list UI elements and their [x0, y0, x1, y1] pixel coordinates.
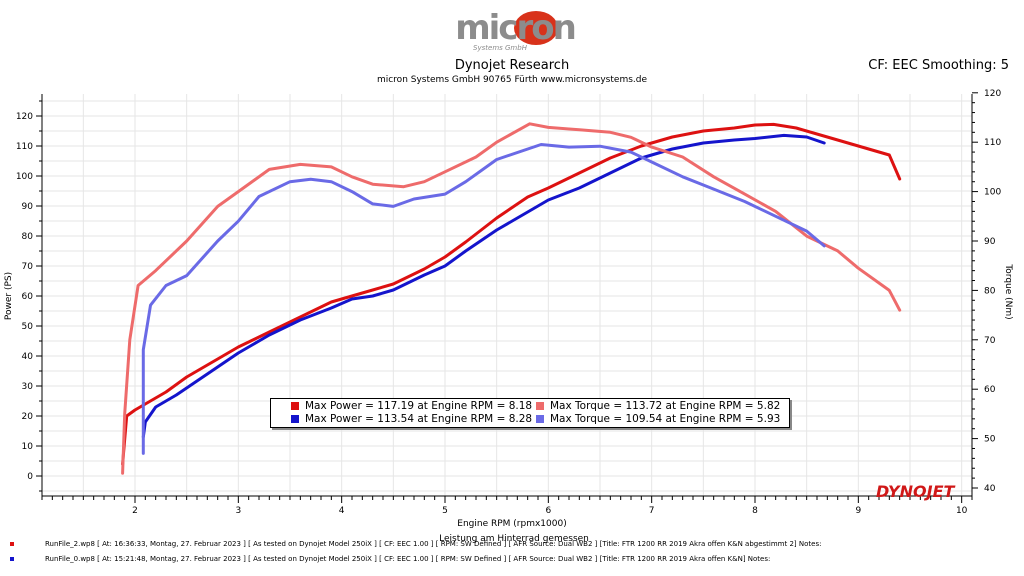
x-axis-label: Engine RPM (rpmx1000): [457, 519, 566, 529]
logo-sub: Systems GmbH: [473, 44, 528, 52]
run-info-1: RunFile_0.wp8 [ At: 15:21:48, Montag, 27…: [45, 555, 771, 563]
y-left-tick-label: 120: [16, 112, 33, 122]
x-tick-label: 10: [956, 506, 968, 516]
legend-label: Max Torque = 109.54 at Engine RPM = 5.93: [550, 413, 781, 425]
dynojet-logo: DYNOJET: [876, 482, 956, 501]
y-left-tick-label: 40: [22, 352, 34, 362]
run-info-0: RunFile_2.wp8 [ At: 16:36:33, Montag, 27…: [45, 540, 822, 548]
y-left-tick-label: 0: [27, 472, 33, 482]
y-right-tick-label: 100: [984, 188, 1001, 198]
x-tick-label: 2: [132, 506, 138, 516]
chart-legend: Max Power = 117.19 at Engine RPM = 8.18 …: [270, 398, 790, 428]
cf-smoothing-label: CF: EEC Smoothing: 5: [868, 58, 1009, 73]
y-right-tick-label: 110: [984, 138, 1001, 148]
legend-swatch: [536, 402, 544, 410]
y-right-tick-label: 70: [984, 336, 996, 346]
legend-label: Max Torque = 113.72 at Engine RPM = 5.82: [550, 400, 781, 412]
run-marker-blue: [10, 557, 14, 561]
run-marker-red: [10, 542, 14, 546]
y-right-tick-label: 120: [984, 89, 1001, 99]
legend-label: Max Power = 117.19 at Engine RPM = 8.18: [305, 400, 533, 412]
legend-item: Max Torque = 113.72 at Engine RPM = 5.82: [536, 400, 780, 412]
y-axis-left-label: Power (PS): [4, 272, 14, 320]
x-tick-label: 3: [235, 506, 241, 516]
y-left-tick-label: 80: [22, 232, 34, 242]
x-tick-label: 9: [855, 506, 861, 516]
x-axis-note: Leistung am Hinterrad gemessen: [439, 534, 589, 544]
legend-item: Max Power = 117.19 at Engine RPM = 8.18: [291, 400, 532, 412]
y-left-tick-label: 20: [22, 412, 34, 422]
series-line-1: [141, 133, 826, 439]
y-left-tick-label: 10: [22, 442, 34, 452]
y-right-tick-label: 50: [984, 435, 996, 445]
series-line-0: [121, 122, 902, 466]
y-right-tick-label: 60: [984, 385, 996, 395]
chart-subtitle: micron Systems GmbH 90765 Fürth www.micr…: [376, 75, 648, 85]
legend-swatch: [536, 415, 544, 423]
dynojet-logo-text: DYNOJET: [876, 482, 956, 501]
y-left-tick-label: 60: [22, 292, 34, 302]
chart-title: Dynojet Research: [454, 58, 570, 73]
series-line-3: [141, 143, 826, 455]
y-right-tick-label: 40: [984, 484, 996, 494]
series-line-2: [121, 122, 902, 475]
y-left-tick-label: 110: [16, 142, 33, 152]
legend-item: Max Torque = 109.54 at Engine RPM = 5.93: [536, 413, 780, 425]
logo-text: micron: [455, 8, 575, 48]
x-tick-label: 7: [649, 506, 655, 516]
y-right-tick-label: 80: [984, 286, 996, 296]
y-left-tick-label: 70: [22, 262, 34, 272]
y-axis-right-label: Torque (Nm): [1003, 263, 1013, 319]
y-left-tick-label: 30: [22, 382, 34, 392]
x-tick-label: 8: [752, 506, 758, 516]
y-left-tick-label: 90: [22, 202, 34, 212]
legend-item: Max Power = 113.54 at Engine RPM = 8.28: [291, 413, 532, 425]
legend-swatch: [291, 415, 299, 423]
x-tick-label: 6: [545, 506, 551, 516]
y-left-tick-label: 50: [22, 322, 34, 332]
micron-logo: micron Systems GmbH: [455, 8, 577, 52]
y-right-tick-label: 90: [984, 237, 996, 247]
chart-grid: [42, 94, 972, 496]
y-left-tick-label: 100: [16, 172, 33, 182]
legend-swatch: [291, 402, 299, 410]
x-tick-label: 5: [442, 506, 448, 516]
legend-label: Max Power = 113.54 at Engine RPM = 8.28: [305, 413, 533, 425]
chart-series: [121, 122, 902, 475]
chart-axes: [36, 92, 978, 503]
chart-labels: 2 3 4 5 6 7 8 9 10010203040506070809010011012040…: [4, 89, 1013, 544]
x-tick-label: 4: [339, 506, 345, 516]
